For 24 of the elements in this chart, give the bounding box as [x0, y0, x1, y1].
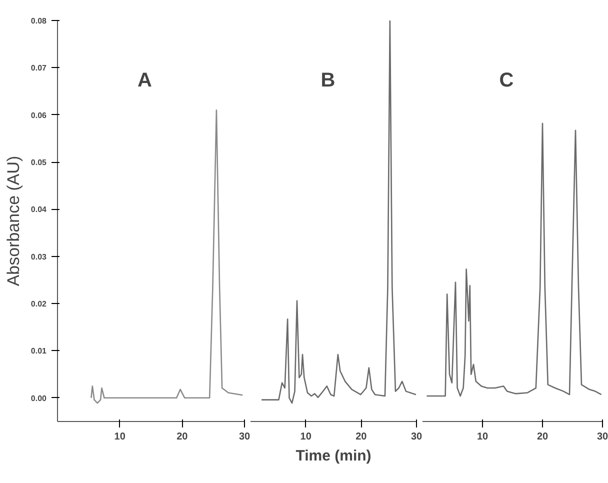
x-tick-label: 20: [176, 432, 188, 442]
y-tick-label: 0.02: [30, 300, 48, 309]
y-tick-label: 0.01: [30, 346, 48, 356]
y-tick-label: 0.03: [30, 252, 48, 262]
annotation: C: [499, 70, 514, 92]
x-tick-label: 30: [596, 432, 608, 442]
x-tick-label: 10: [300, 432, 312, 442]
x-tick-label: 30: [238, 432, 250, 442]
x-tick-label: 20: [536, 432, 548, 442]
y-axis-title: Absorbance (AU): [4, 156, 23, 286]
x-axis-title: Time (min): [296, 448, 372, 464]
y-tick-label: 0.04: [30, 205, 48, 214]
y-tick-label: 0.06: [30, 110, 48, 120]
annotation: B: [320, 70, 336, 92]
x-tick-label: 10: [476, 432, 488, 442]
y-tick-label: 0.07: [30, 64, 48, 73]
annotation: A: [138, 70, 152, 92]
y-tick-label: 0.05: [30, 158, 48, 168]
x-tick-label: 30: [410, 432, 422, 442]
y-tick-label: 0.08: [30, 16, 48, 26]
line-series: [90, 109, 244, 404]
x-tick-label: 20: [356, 432, 368, 442]
x-tick-label: 10: [114, 432, 126, 442]
y-tick-label: 0.00: [30, 394, 48, 403]
